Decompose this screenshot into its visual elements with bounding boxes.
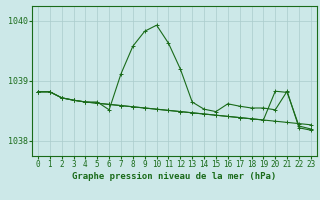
- X-axis label: Graphe pression niveau de la mer (hPa): Graphe pression niveau de la mer (hPa): [72, 172, 276, 181]
